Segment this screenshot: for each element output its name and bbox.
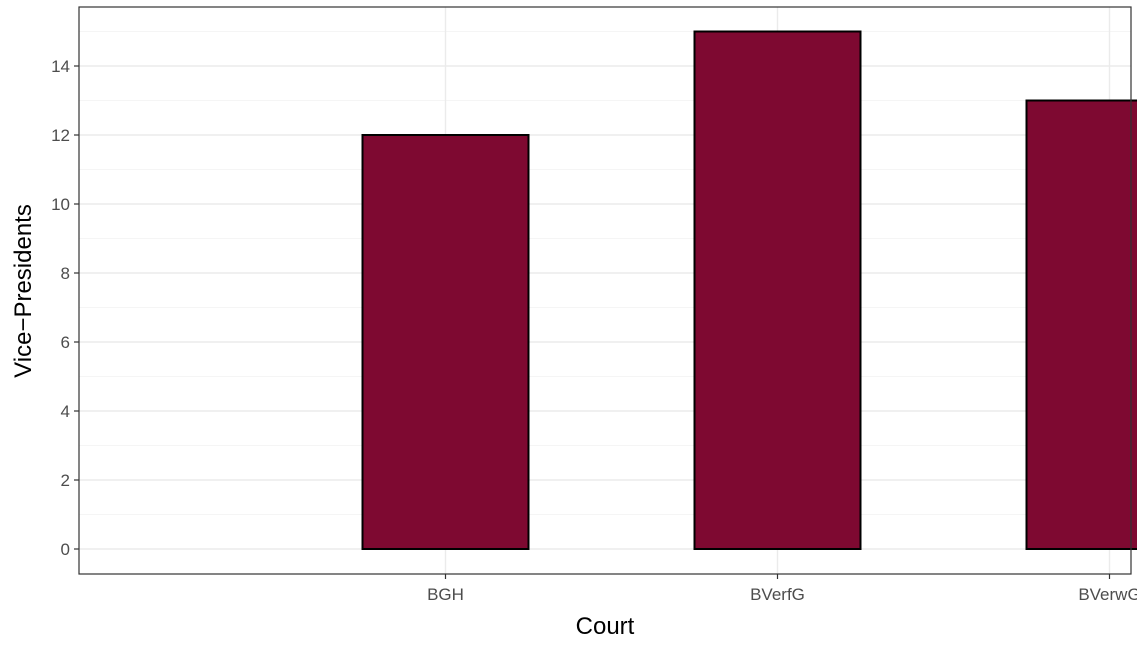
bar-bverwg — [1027, 101, 1137, 550]
y-tick-label: 10 — [51, 195, 70, 214]
y-tick-label: 2 — [61, 471, 70, 490]
y-tick-label: 14 — [51, 57, 70, 76]
y-tick-label: 4 — [61, 402, 70, 421]
x-axis-title: Court — [576, 613, 635, 640]
grid-lines — [79, 7, 1131, 574]
x-tick-label: BVerwG — [1078, 585, 1137, 604]
y-axis-ticks: 0 2 4 6 8 10 12 14 — [51, 57, 79, 559]
bar-bgh — [363, 135, 529, 549]
panel-border — [79, 7, 1131, 574]
x-tick-label: BGH — [427, 585, 464, 604]
y-tick-label: 12 — [51, 126, 70, 145]
y-tick-label: 8 — [61, 264, 70, 283]
y-tick-label: 6 — [61, 333, 70, 352]
y-axis-title: Vice−Presidents — [10, 204, 37, 378]
bar-bverfg — [695, 32, 861, 550]
bars — [363, 32, 1137, 550]
y-tick-label: 0 — [61, 540, 70, 559]
x-axis-ticks: BGH BVerfG BVerwG — [427, 574, 1137, 604]
x-tick-label: BVerfG — [750, 585, 805, 604]
